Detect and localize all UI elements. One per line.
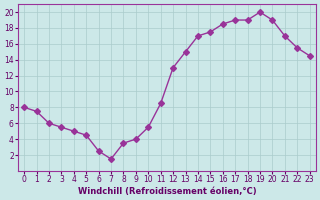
X-axis label: Windchill (Refroidissement éolien,°C): Windchill (Refroidissement éolien,°C) <box>77 187 256 196</box>
